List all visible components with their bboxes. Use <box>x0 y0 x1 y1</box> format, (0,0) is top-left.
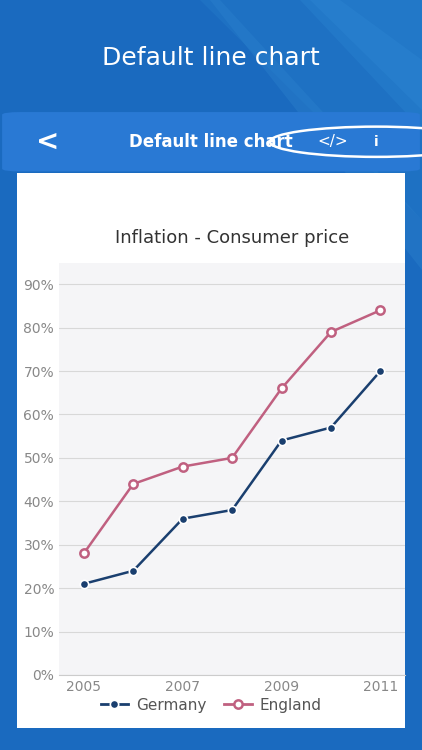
Text: Default line chart: Default line chart <box>129 133 293 151</box>
Polygon shape <box>200 0 422 220</box>
Text: <: < <box>36 128 60 156</box>
Polygon shape <box>310 0 422 110</box>
FancyBboxPatch shape <box>2 112 420 172</box>
Polygon shape <box>300 0 422 130</box>
Legend: Germany, England: Germany, England <box>95 692 327 718</box>
Title: Inflation - Consumer price: Inflation - Consumer price <box>115 229 349 247</box>
Text: Default line chart: Default line chart <box>102 46 320 70</box>
Polygon shape <box>210 0 422 270</box>
Text: </>: </> <box>317 134 348 149</box>
FancyBboxPatch shape <box>13 167 409 733</box>
Text: i: i <box>374 135 379 148</box>
